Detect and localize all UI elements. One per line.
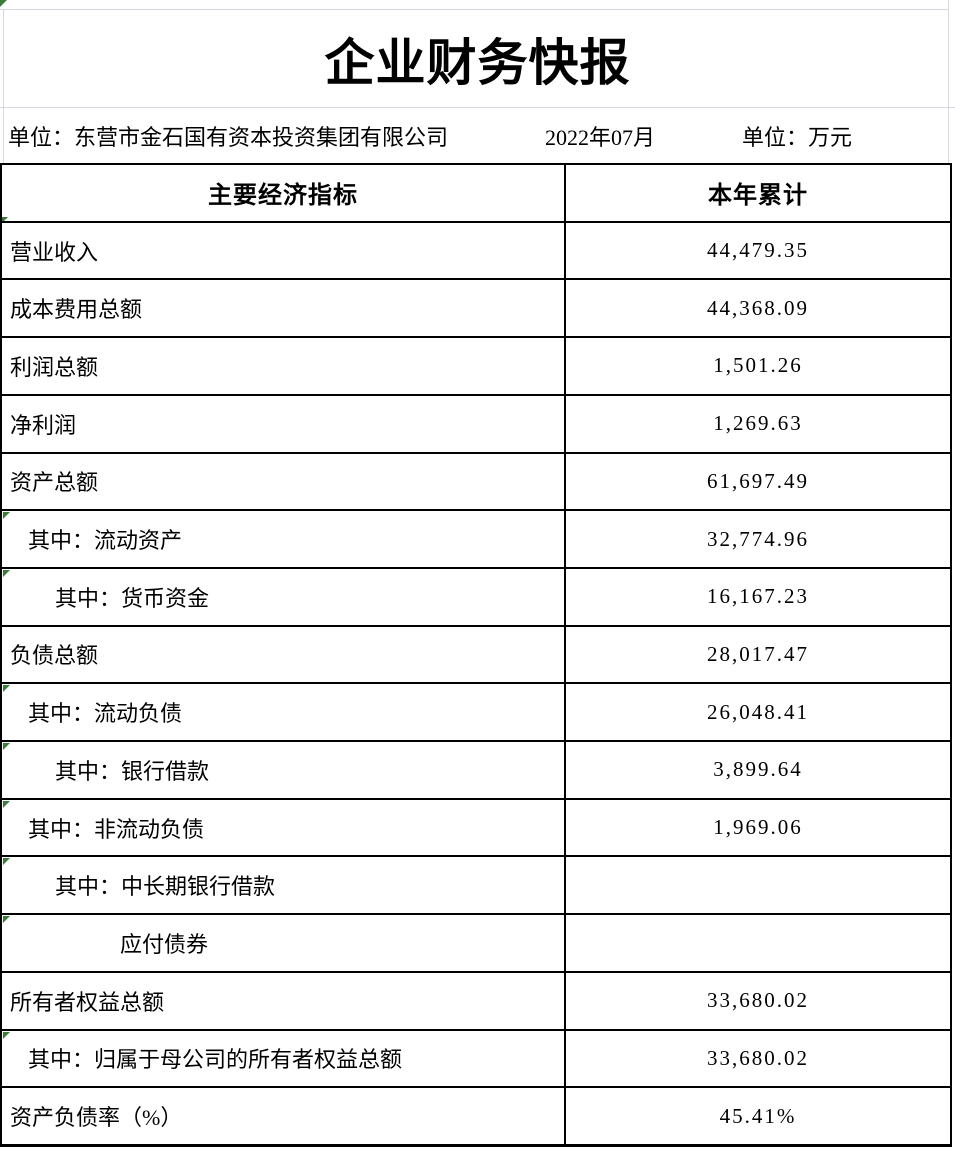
indicator-label: 其中：银行借款 (55, 758, 210, 784)
value-cell: 3,899.64 (713, 757, 803, 782)
indicator-cell: 其中：非流动负债 (2, 799, 566, 856)
table-row: 资产负债率（%） 45.41% (2, 1088, 950, 1144)
indicator-cell: 所有者权益总额 (2, 972, 566, 1029)
error-marker-icon (1, 217, 8, 224)
error-marker-icon (3, 512, 10, 520)
value-cell: 1,269.63 (713, 411, 803, 436)
indicator-label: 成本费用总额 (10, 297, 143, 323)
indicator-label: 利润总额 (10, 354, 99, 380)
table-row: 其中：流动资产 32,774.96 (2, 511, 950, 569)
value-cell: 44,479.35 (707, 238, 809, 263)
value-cell: 44,368.09 (707, 295, 809, 320)
indicator-label: 负债总额 (10, 643, 99, 669)
value-cell: 26,048.41 (707, 699, 809, 724)
meta-row: 单位：东营市金石国有资本投资集团有限公司 2022年07月 单位：万元 (0, 108, 955, 224)
indicator-label: 应付债券 (120, 931, 209, 957)
title-block: 企业财务快报 (0, 10, 955, 107)
value-cell: 28,017.47 (707, 641, 809, 666)
header-ytd-cell: 本年累计 (708, 183, 808, 210)
error-marker-icon (3, 685, 10, 693)
indicator-cell: 其中：货币资金 (2, 568, 566, 625)
gridline-vertical-right (948, 0, 949, 163)
indicator-label: 净利润 (10, 412, 77, 438)
header-indicator-cell: 主要经济指标 (2, 165, 566, 221)
indicator-label: 资产总额 (10, 470, 99, 496)
indicator-label: 所有者权益总额 (10, 989, 165, 1015)
value-cell (566, 915, 950, 971)
value-cell: 16,167.23 (707, 584, 809, 609)
indicator-cell: 负债总额 (2, 626, 566, 683)
error-marker-icon (3, 1031, 10, 1039)
indicator-label: 其中：非流动负债 (28, 816, 205, 842)
table-row: 其中：归属于母公司的所有者权益总额 33,680.02 (2, 1030, 950, 1089)
table-row: 其中：中长期银行借款 (2, 857, 950, 916)
value-cell: 33,680.02 (707, 1045, 809, 1070)
error-marker-icon (3, 916, 10, 924)
table-row: 所有者权益总额 33,680.02 (2, 972, 950, 1031)
indicator-cell: 利润总额 (2, 338, 566, 394)
table-row: 成本费用总额 44,368.09 (2, 280, 950, 339)
value-cell: 33,680.02 (707, 988, 809, 1013)
table-row: 资产总额 61,697.49 (2, 453, 950, 512)
table-row: 应付债券 (2, 915, 950, 973)
error-marker-icon (3, 743, 10, 751)
indicator-cell: 资产负债率（%） (2, 1088, 566, 1144)
indicator-label: 其中：流动资产 (28, 528, 183, 554)
value-cell: 32,774.96 (707, 526, 809, 551)
indicator-cell: 其中：银行借款 (2, 742, 566, 798)
report-period: 2022年07月 (545, 124, 656, 150)
table-row: 负债总额 28,017.47 (2, 626, 950, 685)
indicator-label: 其中：货币资金 (55, 585, 210, 611)
indicator-cell: 成本费用总额 (2, 280, 566, 337)
indicator-cell: 营业收入 (2, 222, 566, 279)
table-row: 其中：流动负债 26,048.41 (2, 684, 950, 743)
value-cell: 45.41% (719, 1103, 797, 1128)
table-row: 其中：银行借款 3,899.64 (2, 742, 950, 800)
table-row: 其中：非流动负债 1,969.06 (2, 799, 950, 858)
error-marker-icon (3, 858, 10, 866)
gridline-horizontal-meta (0, 107, 955, 108)
indicator-label: 其中：归属于母公司的所有者权益总额 (28, 1047, 403, 1073)
error-marker-icon (3, 569, 10, 577)
financial-table: 主要经济指标 本年累计 营业收入 44,479.35 成本费用总额 44,368… (0, 163, 952, 1147)
indicator-cell: 应付债券 (2, 915, 566, 971)
page-title: 企业财务快报 (324, 34, 631, 91)
table-row: 利润总额 1,501.26 (2, 338, 950, 396)
indicator-cell: 资产总额 (2, 453, 566, 510)
indicator-label: 其中：流动负债 (28, 701, 183, 727)
gridline-vertical-left (3, 9, 4, 163)
table-row: 净利润 1,269.63 (2, 395, 950, 454)
indicator-cell: 其中：归属于母公司的所有者权益总额 (2, 1030, 566, 1087)
indicator-label: 其中：中长期银行借款 (55, 874, 276, 900)
value-cell: 1,969.06 (713, 815, 803, 840)
value-cell: 61,697.49 (707, 468, 809, 493)
company-label: 单位：东营市金石国有资本投资集团有限公司 (8, 124, 449, 150)
indicator-label: 营业收入 (10, 239, 99, 265)
table-header-row: 主要经济指标 本年累计 (2, 165, 950, 223)
indicator-cell: 其中：流动负债 (2, 684, 566, 741)
value-cell: 1,501.26 (713, 353, 803, 378)
indicator-cell: 其中：流动资产 (2, 511, 566, 567)
unit-label: 单位：万元 (742, 124, 853, 150)
table-row: 营业收入 44,479.35 (2, 222, 950, 281)
table-row: 其中：货币资金 16,167.23 (2, 568, 950, 627)
error-marker-icon (0, 0, 7, 7)
indicator-label: 资产负债率（%） (10, 1105, 183, 1131)
value-cell (566, 857, 950, 913)
indicator-cell: 净利润 (2, 395, 566, 452)
indicator-cell: 其中：中长期银行借款 (2, 857, 566, 914)
gridline-horizontal-top (0, 9, 949, 10)
error-marker-icon (3, 800, 10, 808)
